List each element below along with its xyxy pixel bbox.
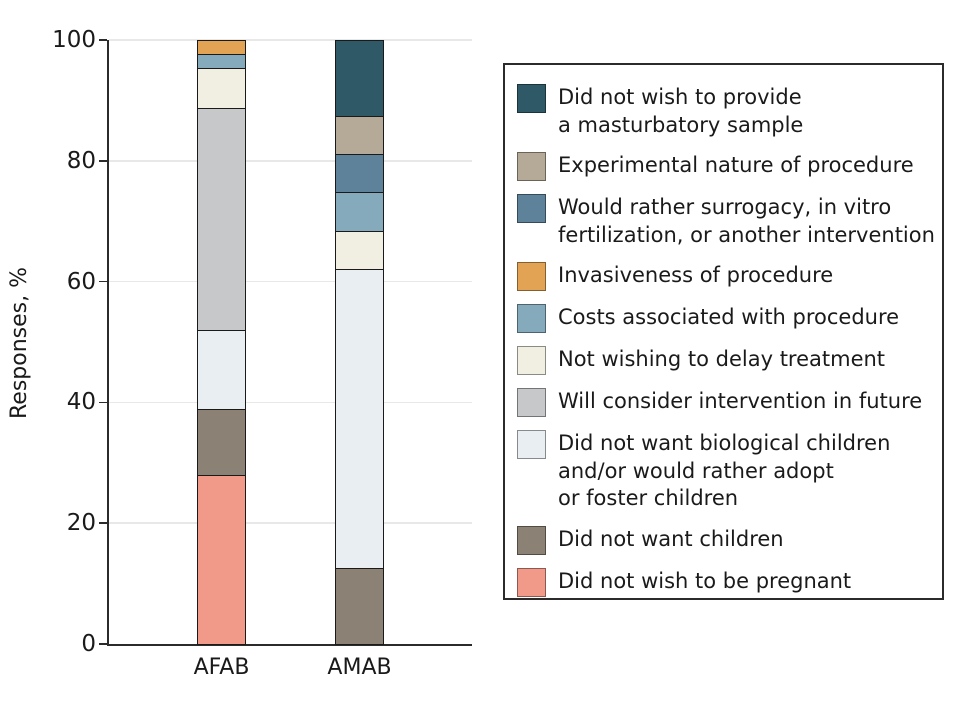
y-tick-20: [99, 522, 107, 525]
legend-item-costs-associated-with-procedure: Costs associated with procedure: [517, 304, 936, 333]
bar-segment-would-rather-surrogacy-in-vitro-fertiliz: [336, 153, 383, 193]
legend-label: Costs associated with procedure: [558, 305, 900, 329]
y-axis-line: [107, 40, 109, 645]
y-tick-0: [99, 643, 107, 645]
legend-swatch: [517, 346, 546, 375]
legend-item-not-wishing-to-delay-treatment: Not wishing to delay treatment: [517, 346, 936, 375]
y-tick-label-40: 40: [66, 389, 96, 416]
y-gridline-20: [109, 522, 472, 524]
legend-label: Experimental nature of procedure: [558, 153, 914, 177]
legend-item-did-not-want-children: Did not want children: [517, 525, 936, 555]
legend-item-invasiveness-of-procedure: Invasiveness of procedure: [517, 262, 936, 291]
bar-segment-did-not-want-biological-children-and-or-: [336, 268, 383, 569]
bar-segment-will-consider-intervention-in-future: [198, 108, 245, 330]
legend-label: Did not want children: [558, 526, 784, 551]
bar-segment-not-wishing-to-delay-treatment: [198, 68, 245, 109]
legend-label: Will consider intervention in future: [558, 389, 923, 413]
bar-segment-did-not-wish-to-be-pregnant: [198, 474, 245, 644]
x-axis-line: [107, 644, 472, 646]
bar-afab: [197, 40, 246, 645]
bar-segment-experimental-nature-of-procedure: [336, 115, 383, 154]
legend-swatch: [517, 262, 546, 291]
legend-swatch: [517, 525, 546, 555]
bar-segment-costs-associated-with-procedure: [198, 54, 245, 69]
bar-segment-not-wishing-to-delay-treatment: [336, 230, 383, 269]
legend-item-did-not-want-biological-children-and-or-: Did not want biological children and/or w…: [517, 430, 936, 513]
y-tick-label-100: 100: [52, 27, 96, 53]
y-tick-label-20: 20: [66, 510, 96, 537]
legend-swatch: [517, 567, 546, 597]
bar-amab: [335, 40, 384, 645]
y-tick-60: [99, 280, 107, 283]
legend-label: Did not want biological children and/or w…: [558, 431, 891, 510]
bar-segment-costs-associated-with-procedure: [336, 192, 383, 231]
bar-segment-did-not-wish-to-provide-a-masturbatory-s: [336, 41, 383, 116]
legend-swatch: [517, 304, 546, 333]
y-tick-100: [99, 39, 107, 41]
bar-segment-did-not-want-children: [198, 408, 245, 475]
y-gridline-40: [109, 401, 472, 404]
y-tick-label-60: 60: [66, 268, 96, 295]
legend-item-will-consider-intervention-in-future: Will consider intervention in future: [517, 388, 936, 417]
legend-item-did-not-wish-to-be-pregnant: Did not wish to be pregnant: [517, 567, 936, 597]
legend-swatch: [517, 84, 546, 113]
legend-label: Did not wish to provide a masturbatory sa…: [558, 85, 804, 137]
y-tick-label-0: 0: [81, 631, 96, 657]
y-tick-label-80: 80: [66, 147, 96, 174]
legend-box: Did not wish to provide a masturbatory sa…: [503, 63, 944, 600]
x-axis-label-amab: AMAB: [327, 655, 392, 680]
legend-swatch: [517, 388, 546, 417]
legend-label: Not wishing to delay treatment: [558, 347, 886, 371]
legend-label: Did not wish to be pregnant: [558, 568, 852, 593]
legend-label: Would rather surrogacy, in vitro fertiliz…: [558, 195, 935, 247]
x-axis-label-afab: AFAB: [193, 655, 250, 680]
legend-item-would-rather-surrogacy-in-vitro-fertiliz: Would rather surrogacy, in vitro fertiliz…: [517, 194, 936, 249]
bar-segment-did-not-want-children: [336, 568, 383, 644]
y-tick-80: [99, 159, 107, 162]
y-gridline-80: [109, 160, 472, 162]
bar-segment-did-not-want-biological-children-and-or-: [198, 329, 245, 409]
y-gridline-100: [109, 39, 472, 41]
legend-item-did-not-wish-to-provide-a-masturbatory-s: Did not wish to provide a masturbatory sa…: [517, 84, 936, 139]
y-tick-40: [99, 401, 107, 404]
legend-label: Invasiveness of procedure: [558, 263, 834, 287]
legend-item-experimental-nature-of-procedure: Experimental nature of procedure: [517, 152, 936, 181]
bar-segment-invasiveness-of-procedure: [198, 40, 245, 55]
legend-swatch: [517, 152, 546, 181]
legend-swatch: [517, 430, 546, 459]
y-gridline-60: [109, 280, 472, 283]
legend-swatch: [517, 194, 546, 223]
